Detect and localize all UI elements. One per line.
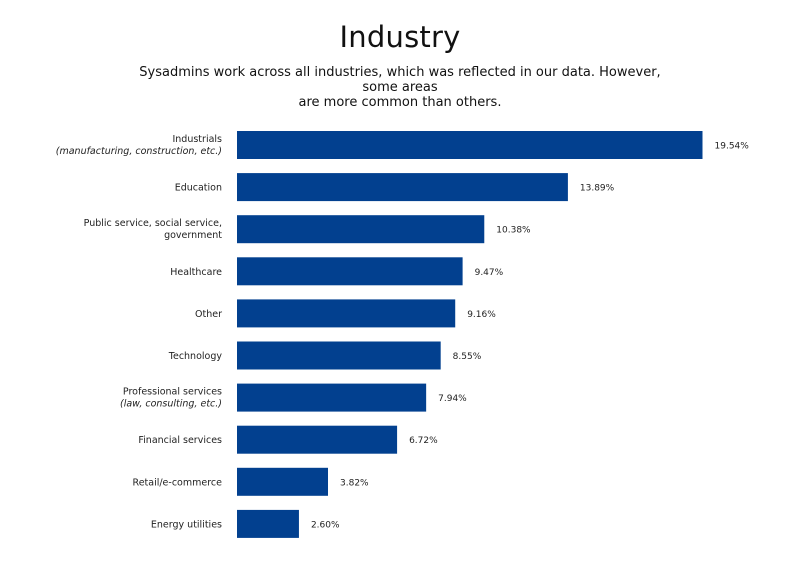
category-sublabel-2: government bbox=[164, 230, 222, 241]
category-label-7: Financial services bbox=[138, 435, 222, 446]
value-label-5: 8.55% bbox=[453, 352, 482, 362]
category-label-8: Retail/e-commerce bbox=[133, 477, 223, 488]
bar-6 bbox=[237, 383, 427, 412]
bar-5 bbox=[237, 341, 441, 370]
category-label-1: Education bbox=[175, 183, 222, 194]
chart-title: Industry bbox=[339, 20, 461, 54]
bar-1 bbox=[237, 173, 568, 202]
bar-7 bbox=[237, 425, 398, 454]
bar-4 bbox=[237, 299, 456, 328]
category-sublabel-0: (manufacturing, construction, etc.) bbox=[56, 146, 222, 157]
value-label-4: 9.16% bbox=[467, 310, 496, 320]
value-label-0: 19.54% bbox=[715, 142, 750, 152]
value-label-3: 9.47% bbox=[475, 268, 504, 278]
value-label-7: 6.72% bbox=[409, 436, 438, 446]
value-label-9: 2.60% bbox=[311, 520, 340, 530]
category-label-5: Technology bbox=[168, 351, 223, 362]
subtitle-line-2: are more common than others. bbox=[298, 95, 502, 110]
value-label-2: 10.38% bbox=[496, 226, 531, 236]
chart-subtitle: Sysadmins work across all industries, wh… bbox=[120, 65, 680, 110]
category-sublabel-6: (law, consulting, etc.) bbox=[120, 399, 222, 410]
subtitle-line-1: Sysadmins work across all industries, wh… bbox=[139, 65, 661, 95]
bar-3 bbox=[237, 257, 463, 286]
category-label-2: Public service, social service, bbox=[84, 218, 222, 229]
category-label-0: Industrials bbox=[172, 134, 222, 145]
category-label-4: Other bbox=[195, 309, 222, 320]
category-label-9: Energy utilities bbox=[151, 519, 222, 530]
bar-9 bbox=[237, 509, 299, 538]
bar-0 bbox=[237, 131, 703, 159]
value-label-6: 7.94% bbox=[438, 394, 467, 404]
value-label-1: 13.89% bbox=[580, 184, 615, 194]
value-label-8: 3.82% bbox=[340, 478, 369, 488]
category-label-6: Professional services bbox=[123, 387, 222, 398]
category-label-3: Healthcare bbox=[170, 267, 222, 278]
bar-2 bbox=[237, 215, 485, 244]
bar-8 bbox=[237, 467, 329, 496]
